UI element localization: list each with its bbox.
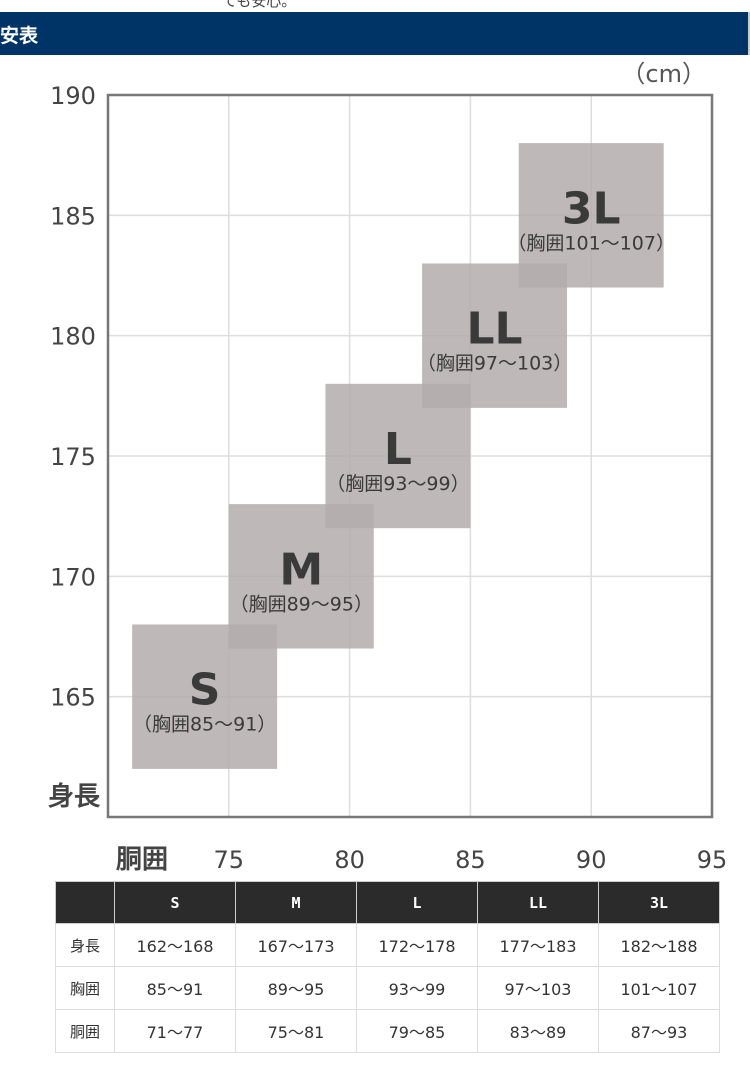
table-cell: 79～85	[356, 1009, 478, 1053]
column-header	[55, 881, 115, 924]
table-cell: 172～178	[356, 923, 478, 967]
y-tick-label: 185	[50, 202, 96, 230]
chest-range-label: （胸囲97～103）	[417, 353, 572, 375]
unit-label: （cm）	[621, 60, 706, 88]
column-header: M	[235, 881, 357, 924]
size-label: 3L	[562, 183, 621, 234]
column-header: L	[356, 881, 478, 924]
column-header: S	[114, 881, 236, 924]
row-header: 胴囲	[55, 1009, 115, 1053]
size-label: M	[279, 544, 323, 595]
table-cell: 167～173	[235, 923, 357, 967]
column-header: 3L	[598, 881, 720, 924]
table-cell: 177～183	[477, 923, 599, 967]
x-tick-label: 90	[576, 846, 607, 874]
table-cell: 85～91	[114, 966, 236, 1010]
table-cell: 89～95	[235, 966, 357, 1010]
row-header: 身長	[55, 923, 115, 967]
row-header: 胸囲	[55, 966, 115, 1010]
x-tick-label: 80	[334, 846, 365, 874]
y-tick-label: 170	[50, 563, 96, 591]
table-cell: 97～103	[477, 966, 599, 1010]
table-row: 胴囲 71～77 75～81 79～85 83～89 87～93	[55, 1009, 720, 1053]
table-row: 胸囲 85～91 89～95 93～99 97～103 101～107	[55, 966, 720, 1010]
size-label: L	[384, 424, 412, 475]
table-cell: 101～107	[598, 966, 720, 1010]
x-tick-label: 85	[455, 846, 486, 874]
size-box-3L	[518, 143, 664, 288]
size-label: S	[189, 665, 221, 716]
column-header: LL	[477, 881, 599, 924]
x-tick-label: 95	[697, 846, 728, 874]
y-tick-label: 180	[50, 323, 96, 351]
chest-range-label: （胸囲93～99）	[326, 473, 469, 495]
table-cell: 87～93	[598, 1009, 720, 1053]
chest-range-label: （胸囲89～95）	[230, 593, 373, 615]
size-label: LL	[467, 304, 523, 355]
section-title: 安表	[0, 25, 39, 47]
section-header: 安表	[0, 12, 750, 55]
y-tick-label: 175	[50, 443, 96, 471]
x-axis-label: 胴囲	[115, 845, 168, 875]
y-tick-label: 165	[50, 684, 96, 712]
x-tick-label: 75	[214, 846, 245, 874]
y-tick-label: 190	[50, 82, 96, 110]
table-cell: 182～188	[598, 923, 720, 967]
size-box-M	[228, 504, 374, 649]
table-cell: 83～89	[477, 1009, 599, 1053]
table-cell: 75～81	[235, 1009, 357, 1053]
chest-range-label: （胸囲85～91）	[133, 714, 276, 736]
plot-frame	[106, 93, 714, 819]
top-text: ても安心。	[222, 0, 297, 10]
table-cell: 162～168	[114, 923, 236, 967]
y-axis-label: 身長	[48, 781, 101, 812]
table-cell: 71～77	[114, 1009, 236, 1053]
chest-range-label: （胸囲101～107）	[507, 232, 675, 254]
size-table: S M L LL 3L 身長 162～168 167～173 172～178 177～183 18…	[55, 881, 720, 1053]
table-cell: 93～99	[356, 966, 478, 1010]
size-chart: 75 80 85 90 95165170175180185190S（胸囲85～91）M（…	[48, 60, 728, 875]
table-row: 身長 162～168 167～173 172～178 177～183 182～188	[55, 923, 720, 967]
